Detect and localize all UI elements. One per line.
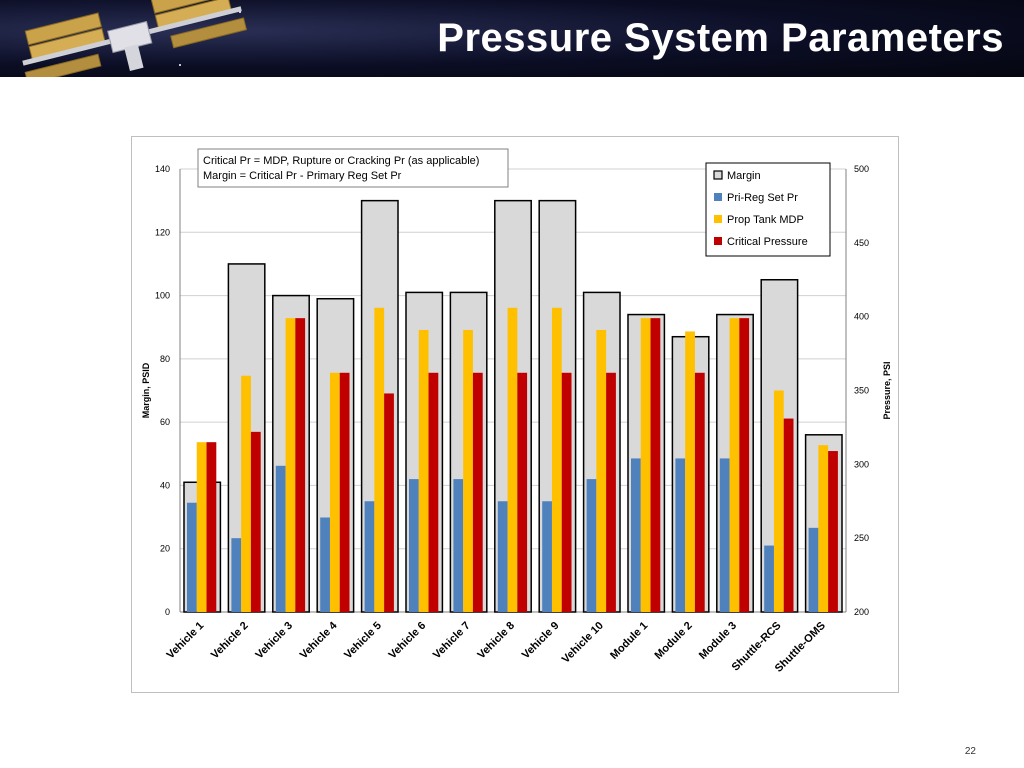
critical-pressure-bar — [650, 318, 661, 612]
critical-pressure-bar — [206, 442, 217, 612]
y-tick-label: 60 — [160, 417, 170, 427]
y-tick-label: 20 — [160, 544, 170, 554]
pri-reg-set-pr-bar — [808, 527, 819, 612]
legend-label: Critical Pressure — [727, 236, 808, 248]
x-tick-label: Vehicle 6 — [387, 620, 429, 662]
x-tick-label: Vehicle 10 — [560, 620, 606, 666]
y2-tick-label: 450 — [854, 238, 869, 248]
prop-tank-mdp-bar — [241, 375, 251, 612]
critical-pressure-bar — [783, 418, 794, 612]
prop-tank-mdp-bar — [418, 329, 429, 612]
annotation-box — [197, 148, 509, 188]
y2-tick-label: 350 — [854, 386, 869, 396]
pri-reg-set-pr-bar — [364, 501, 375, 612]
y2-tick-label: 250 — [854, 533, 869, 543]
pri-reg-set-pr-bar — [320, 517, 330, 612]
pri-reg-set-pr-bar — [542, 501, 552, 612]
annotation-text: Critical Pr = MDP, Rupture or Cracking P… — [203, 155, 479, 167]
critical-pressure-bar — [384, 393, 394, 612]
x-tick-label: Module 2 — [653, 620, 695, 662]
pri-reg-set-pr-bar — [630, 458, 641, 612]
prop-tank-mdp-bar — [507, 307, 518, 612]
y-tick-label: 100 — [155, 291, 170, 301]
prop-tank-mdp-bar — [551, 307, 562, 612]
legend-box — [705, 162, 831, 257]
critical-pressure-bar — [250, 431, 261, 612]
legend-swatch — [713, 170, 723, 180]
critical-pressure-bar — [472, 372, 483, 612]
x-tick-label: Vehicle 8 — [475, 620, 517, 662]
slide-title: Pressure System Parameters — [437, 16, 1004, 60]
pri-reg-set-pr-bar — [586, 479, 597, 612]
x-tick-label: Vehicle 4 — [298, 619, 340, 661]
x-tick-label: Vehicle 5 — [342, 620, 384, 662]
y-tick-label: 40 — [160, 480, 170, 490]
x-tick-label: Vehicle 9 — [520, 620, 562, 662]
pri-reg-set-pr-bar — [719, 458, 730, 612]
critical-pressure-bar — [828, 451, 838, 612]
prop-tank-mdp-bar — [285, 318, 296, 612]
critical-pressure-bar — [561, 372, 572, 612]
y-tick-label: 120 — [155, 227, 170, 237]
y2-tick-label: 200 — [854, 607, 869, 617]
pri-reg-set-pr-bar — [497, 501, 508, 612]
space-station-icon — [22, 0, 248, 77]
y2-tick-label: 300 — [854, 459, 869, 469]
title-banner: Pressure System Parameters — [0, 0, 1024, 77]
pri-reg-set-pr-bar — [453, 479, 464, 612]
prop-tank-mdp-bar — [329, 372, 340, 612]
critical-pressure-bar — [339, 372, 350, 612]
x-tick-label: Vehicle 3 — [253, 620, 295, 662]
critical-pressure-bar — [517, 372, 528, 612]
legend-label: Margin — [727, 170, 761, 182]
y2-tick-label: 400 — [854, 312, 869, 322]
y2-axis-title: Pressure, PSI — [882, 361, 892, 419]
x-tick-label: Vehicle 1 — [165, 620, 207, 662]
pri-reg-set-pr-bar — [764, 545, 774, 612]
x-tick-label: Module 1 — [608, 620, 650, 662]
annotation-text: Margin = Critical Pr - Primary Reg Set P… — [203, 170, 402, 182]
pressure-chart: 0 20 40 60 80 100 120 140 200 250 300 350 400 450 500 V… — [141, 148, 892, 675]
critical-pressure-bar — [295, 318, 306, 612]
x-tick-label: Vehicle 2 — [209, 620, 251, 662]
critical-pressure-bar — [606, 372, 616, 612]
x-tick-label: Module 3 — [697, 620, 739, 662]
legend-label: Prop Tank MDP — [727, 214, 804, 226]
prop-tank-mdp-bar — [818, 445, 829, 612]
y-tick-label: 80 — [160, 354, 170, 364]
legend-swatch — [714, 237, 722, 245]
prop-tank-mdp-bar — [463, 329, 473, 612]
y-tick-label: 140 — [155, 164, 170, 174]
critical-pressure-bar — [694, 372, 705, 612]
pri-reg-set-pr-bar — [231, 538, 242, 612]
pri-reg-set-pr-bar — [675, 458, 686, 612]
legend-label: Pri-Reg Set Pr — [727, 192, 798, 204]
y-axis-title: Margin, PSID — [141, 362, 151, 418]
chart-frame: 0 20 40 60 80 100 120 140 200 250 300 350 400 450 500 V… — [131, 136, 899, 693]
legend-swatch — [714, 215, 722, 223]
prop-tank-mdp-bar — [729, 318, 740, 612]
pri-reg-set-pr-bar — [186, 502, 197, 612]
prop-tank-mdp-bar — [196, 442, 207, 612]
prop-tank-mdp-bar — [773, 390, 784, 612]
page-number: 22 — [964, 746, 976, 757]
legend-swatch — [714, 193, 722, 201]
pri-reg-set-pr-bar — [275, 465, 286, 612]
prop-tank-mdp-bar — [640, 318, 651, 612]
x-tick-label: Vehicle 7 — [431, 620, 473, 662]
y-tick-label: 0 — [165, 607, 170, 617]
critical-pressure-bar — [739, 318, 750, 612]
prop-tank-mdp-bar — [374, 307, 385, 612]
y2-tick-label: 500 — [854, 164, 869, 174]
critical-pressure-bar — [428, 372, 439, 612]
pri-reg-set-pr-bar — [408, 479, 419, 612]
prop-tank-mdp-bar — [596, 329, 607, 612]
prop-tank-mdp-bar — [685, 331, 695, 612]
